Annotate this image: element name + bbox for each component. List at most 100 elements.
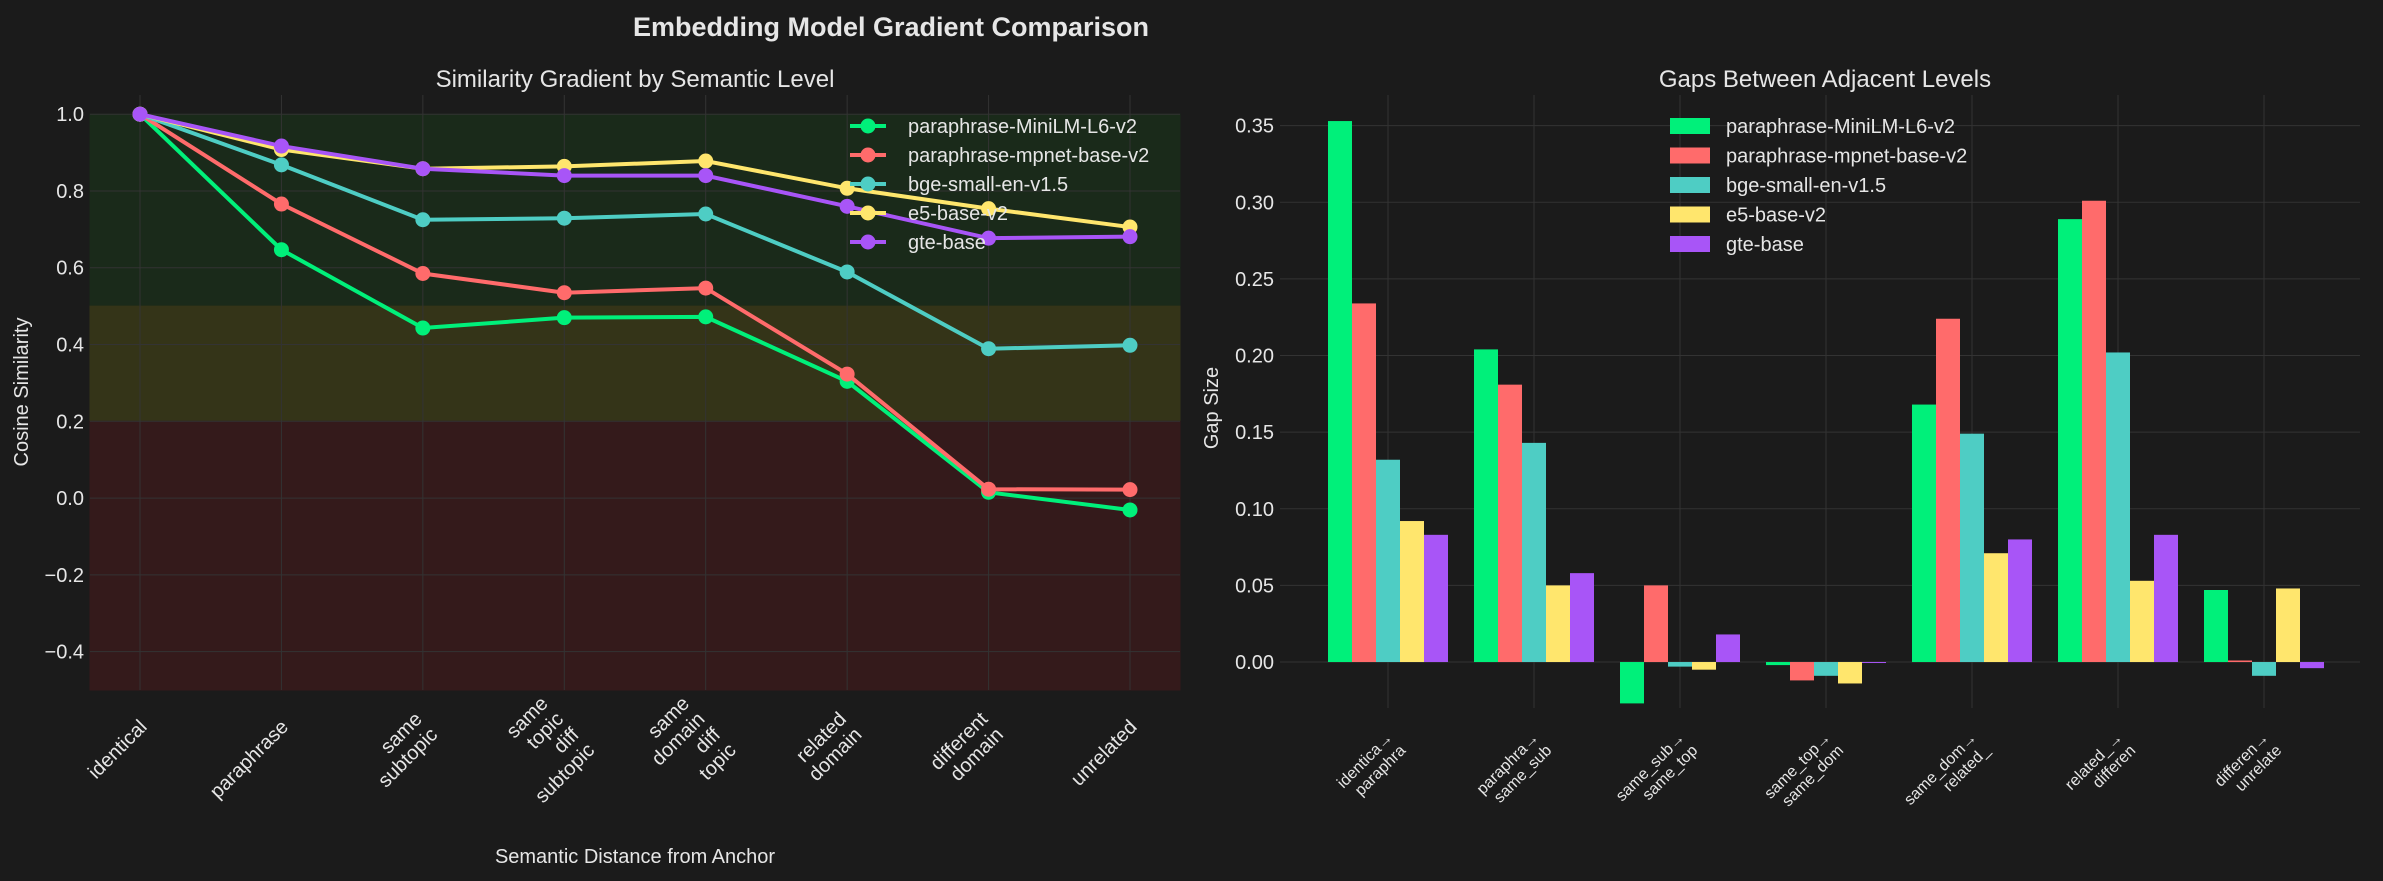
data-point [556, 310, 572, 326]
data-point [981, 481, 997, 497]
legend-swatch [1670, 147, 1710, 164]
bar [1546, 585, 1570, 663]
bar [1668, 662, 1692, 667]
legend-marker [860, 118, 876, 134]
bar [1570, 573, 1594, 663]
data-point [698, 280, 714, 296]
legend-marker [860, 176, 876, 192]
data-point [698, 309, 714, 325]
data-point [981, 230, 997, 246]
bar [1960, 433, 1984, 663]
x-tick-label: same_top→same_dom [1761, 729, 1847, 815]
legend-entry: gte-base [908, 232, 986, 254]
figure-title: Embedding Model Gradient Comparison [633, 12, 1149, 42]
data-point [132, 106, 148, 122]
data-point [1122, 482, 1138, 498]
bar [1644, 585, 1668, 663]
legend-entry: e5-base-v2 [1726, 205, 1826, 227]
data-point [556, 285, 572, 301]
x-tick-label: same_sub→same_top [1613, 729, 1701, 817]
bar [2204, 589, 2228, 663]
legend-entry: bge-small-en-v1.5 [908, 174, 1068, 196]
data-point [1122, 337, 1138, 353]
bar [2058, 219, 2082, 663]
x-tick-label: relateddomain [789, 708, 867, 786]
legend-marker [860, 147, 876, 163]
y-tick-label: 0.20 [1235, 346, 1274, 368]
bar [1620, 662, 1644, 704]
zone-band [89, 305, 1181, 422]
legend-marker [860, 234, 876, 250]
legend-swatch [1670, 236, 1710, 252]
bar [2276, 588, 2300, 663]
legend-entry: paraphrase-MiniLM-L6-v2 [908, 116, 1137, 138]
x-tick-label: samesubtopic [358, 708, 442, 792]
y-axis-label: Cosine Similarity [11, 318, 33, 467]
data-point [698, 206, 714, 222]
data-point [273, 138, 289, 154]
legend-entry: paraphrase-MiniLM-L6-v2 [1726, 116, 1955, 138]
data-point [273, 196, 289, 212]
y-tick-label: 0.35 [1235, 116, 1274, 138]
data-point [415, 320, 431, 336]
legend-entry: paraphrase-mpnet-base-v2 [908, 145, 1149, 167]
x-tick-label: unrelated [1067, 716, 1142, 791]
bar [1912, 404, 1936, 663]
data-point [698, 168, 714, 184]
bar [1716, 634, 1740, 663]
bar [2106, 352, 2130, 663]
data-point [1122, 502, 1138, 518]
data-point [556, 168, 572, 184]
series-line [139, 112, 1131, 351]
y-tick-label: 0.30 [1235, 192, 1274, 214]
x-tick-label: paraphra→same_sub [1474, 729, 1555, 810]
x-tick-label: samedomaindifftopic [632, 692, 741, 801]
data-point [273, 157, 289, 173]
x-axis-label: Semantic Distance from Anchor [495, 846, 775, 868]
x-tick-label: identica→paraphra [1334, 729, 1409, 804]
x-tick-label: related_→differen [2062, 729, 2139, 806]
data-point [839, 366, 855, 382]
legend-marker [860, 205, 876, 221]
bar [2252, 662, 2276, 676]
zone-band [89, 420, 1181, 691]
series-line [139, 112, 1131, 241]
x-tick-label: same_dom→related_ [1901, 729, 1994, 822]
data-point [698, 153, 714, 169]
x-tick-label: identical [84, 716, 151, 783]
y-tick-label: −0.4 [45, 642, 84, 664]
legend-entry: gte-base [1726, 234, 1804, 256]
y-tick-label: 0.25 [1235, 269, 1274, 291]
y-tick-label: 0.10 [1235, 499, 1274, 521]
bar [1814, 662, 1838, 676]
x-tick-label: sametopicdiffsubtopic [484, 692, 599, 807]
bar [1790, 662, 1814, 681]
bar [1352, 303, 1376, 663]
bar [1936, 318, 1960, 663]
data-point [839, 198, 855, 214]
data-point [273, 242, 289, 258]
x-tick-label-line: unrelated [1067, 716, 1142, 791]
y-tick-label: 0.05 [1235, 575, 1274, 597]
bar [1400, 521, 1424, 663]
bar [1376, 459, 1400, 663]
y-tick-label: 0.00 [1235, 652, 1274, 674]
legend-swatch [1670, 118, 1710, 134]
line-chart: −0.4 −0.2 0.0 0.2 0.4 0.6 0.8 1.0 identical parap… [11, 66, 1181, 868]
bar [1424, 534, 1448, 663]
x-tick-label-line: identical [84, 716, 151, 783]
bar [2154, 534, 2178, 663]
legend-entry: e5-base-v2 [908, 203, 1008, 225]
x-tick-label: differen→unrelate [2212, 729, 2286, 803]
legend-entry: paraphrase-mpnet-base-v2 [1726, 146, 1967, 168]
bar [1692, 662, 1716, 670]
x-tick-label: differentdomain [926, 708, 1008, 790]
bar [2082, 200, 2106, 663]
data-point [1122, 229, 1138, 245]
y-tick-label: 0.6 [56, 258, 84, 280]
bar [1862, 662, 1886, 664]
y-tick-label: 1.0 [56, 104, 84, 126]
legend-entry: bge-small-en-v1.5 [1726, 175, 1886, 197]
